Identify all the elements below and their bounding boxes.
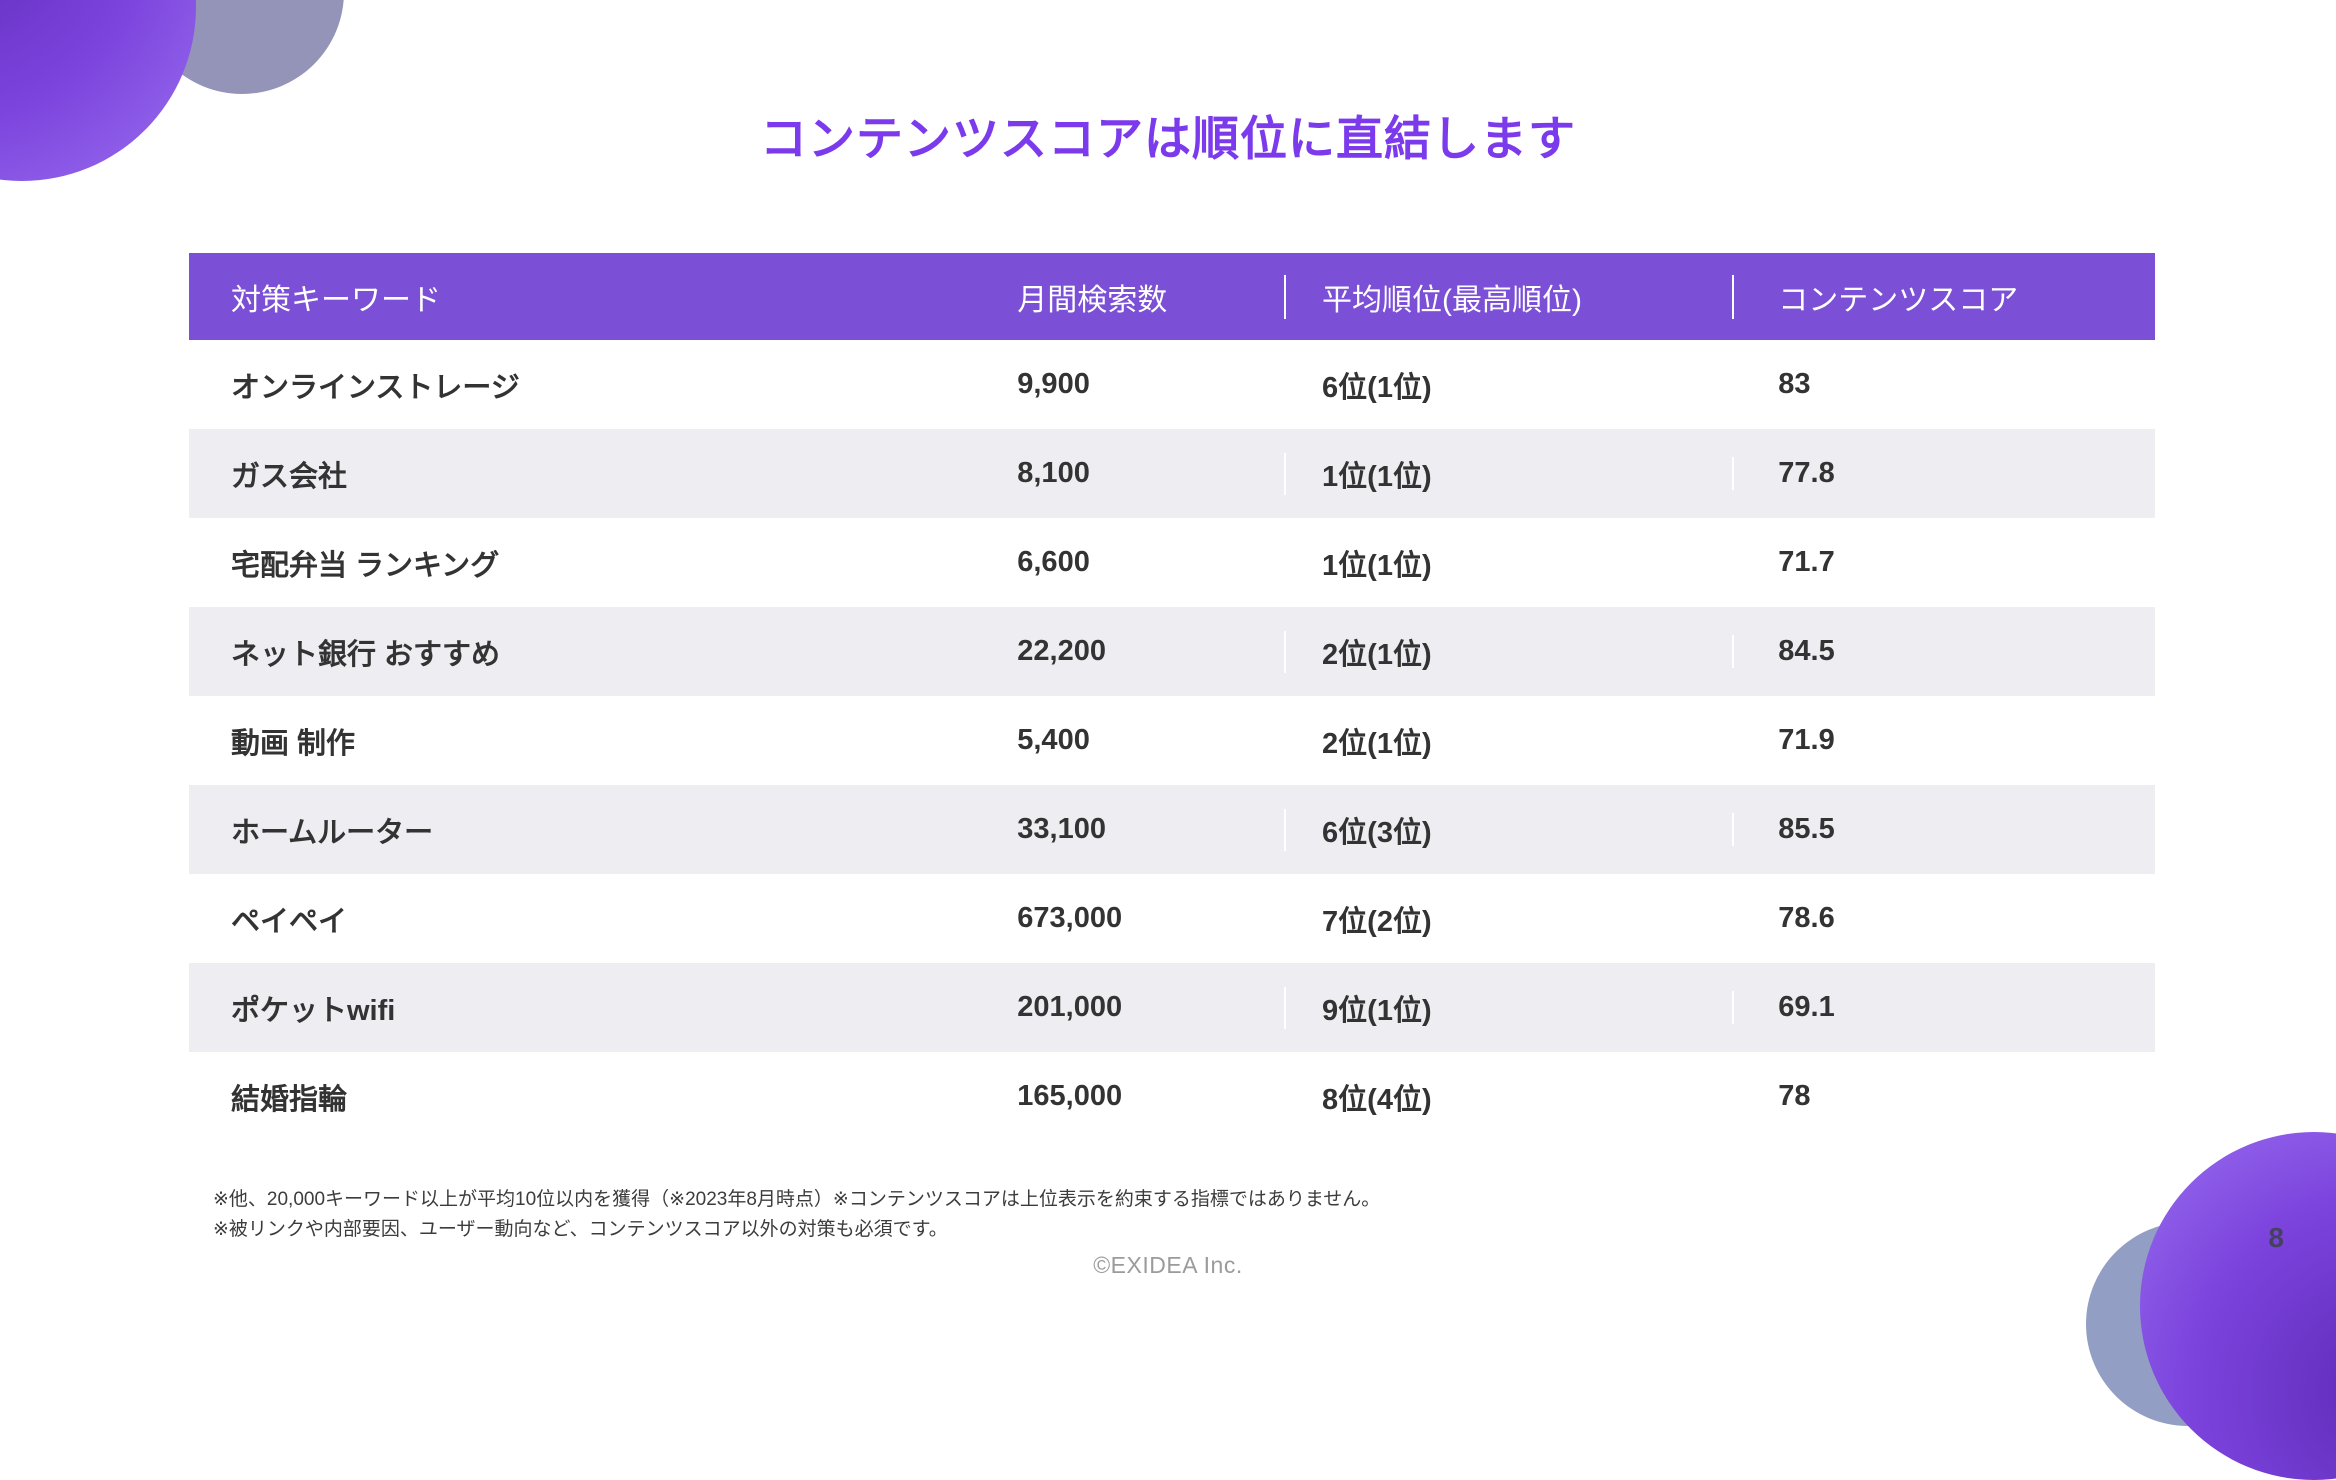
cell-search-volume: 6,600 [1017, 546, 1090, 578]
cell-average-rank: 1位(1位) [1284, 541, 1732, 584]
cell-average-rank: 7位(2位) [1284, 897, 1732, 940]
cell-keyword: ホームルーター [231, 816, 434, 849]
column-header-keyword: 対策キーワード [231, 283, 441, 317]
cell-keyword: 結婚指輪 [231, 1083, 348, 1116]
table-row: ホームルーター 33,100 6位(3位) 85.5 [189, 785, 2155, 874]
cell-content-score: 77.8 [1732, 457, 2155, 490]
cell-keyword: オンラインストレージ [231, 371, 520, 404]
cell-search-volume: 201,000 [1017, 991, 1123, 1023]
cell-average-rank: 2位(1位) [1284, 630, 1732, 673]
cell-search-volume: 673,000 [1017, 902, 1123, 934]
cell-keyword: ガス会社 [231, 460, 348, 493]
table-row: 結婚指輪 165,000 8位(4位) 78 [189, 1052, 2155, 1141]
cell-search-volume: 8,100 [1017, 457, 1090, 489]
column-header-average-rank: 平均順位(最高順位) [1284, 274, 1732, 319]
table-row: 宅配弁当 ランキング 6,600 1位(1位) 71.7 [189, 518, 2155, 607]
cell-content-score: 85.5 [1732, 813, 2155, 846]
slide-title: コンテンツスコアは順位に直結します [760, 112, 1576, 165]
cell-keyword: 宅配弁当 ランキング [231, 549, 500, 582]
cell-average-rank: 6位(3位) [1284, 808, 1732, 851]
cell-keyword: ネット銀行 おすすめ [231, 638, 501, 671]
cell-average-rank: 2位(1位) [1284, 719, 1732, 762]
cell-content-score: 83 [1732, 368, 2155, 401]
cell-content-score: 84.5 [1732, 635, 2155, 668]
table-row: ペイペイ 673,000 7位(2位) 78.6 [189, 874, 2155, 963]
cell-search-volume: 165,000 [1017, 1080, 1123, 1112]
cell-average-rank: 8位(4位) [1284, 1075, 1732, 1118]
cell-search-volume: 5,400 [1017, 724, 1090, 756]
table-row: オンラインストレージ 9,900 6位(1位) 83 [189, 340, 2155, 429]
keyword-score-table: 対策キーワード 月間検索数 平均順位(最高順位) コンテンツスコア オンラインス… [189, 253, 2155, 1141]
cell-content-score: 78 [1732, 1080, 2155, 1113]
cell-search-volume: 22,200 [1017, 635, 1106, 667]
cell-average-rank: 6位(1位) [1284, 363, 1732, 406]
footnote-line-2: ※被リンクや内部要因、ユーザー動向など、コンテンツスコア以外の対策も必須です。 [213, 1219, 948, 1241]
cell-average-rank: 9位(1位) [1284, 986, 1732, 1029]
cell-content-score: 78.6 [1732, 902, 2155, 935]
cell-keyword: ペイペイ [231, 905, 348, 938]
cell-keyword: ポケットwifi [231, 994, 396, 1027]
cell-search-volume: 9,900 [1017, 368, 1090, 400]
slide: コンテンツスコアは順位に直結します 対策キーワード 月間検索数 平均順位(最高順… [189, 112, 2284, 1278]
table-row: ネット銀行 おすすめ 22,200 2位(1位) 84.5 [189, 607, 2155, 696]
copyright-footer: ©EXIDEA Inc. [1093, 1252, 1243, 1278]
table-row: ガス会社 8,100 1位(1位) 77.8 [189, 429, 2155, 518]
cell-keyword: 動画 制作 [231, 727, 356, 760]
table-header-row: 対策キーワード 月間検索数 平均順位(最高順位) コンテンツスコア [189, 253, 2155, 340]
column-header-content-score: コンテンツスコア [1732, 274, 2155, 319]
cell-content-score: 71.7 [1732, 546, 2155, 579]
table-row: 動画 制作 5,400 2位(1位) 71.9 [189, 696, 2155, 785]
footnotes: ※他、20,000キーワード以上が平均10位以内を獲得（※2023年8月時点）※… [213, 1185, 1380, 1246]
cell-content-score: 69.1 [1732, 991, 2155, 1024]
cell-average-rank: 1位(1位) [1284, 452, 1732, 495]
page-number: 8 [2268, 1222, 2284, 1253]
table-row: ポケットwifi 201,000 9位(1位) 69.1 [189, 963, 2155, 1052]
cell-search-volume: 33,100 [1017, 813, 1106, 845]
footnote-line-1: ※他、20,000キーワード以上が平均10位以内を獲得（※2023年8月時点）※… [213, 1189, 1381, 1210]
cell-content-score: 71.9 [1732, 724, 2155, 757]
column-header-search-volume: 月間検索数 [1017, 283, 1168, 317]
